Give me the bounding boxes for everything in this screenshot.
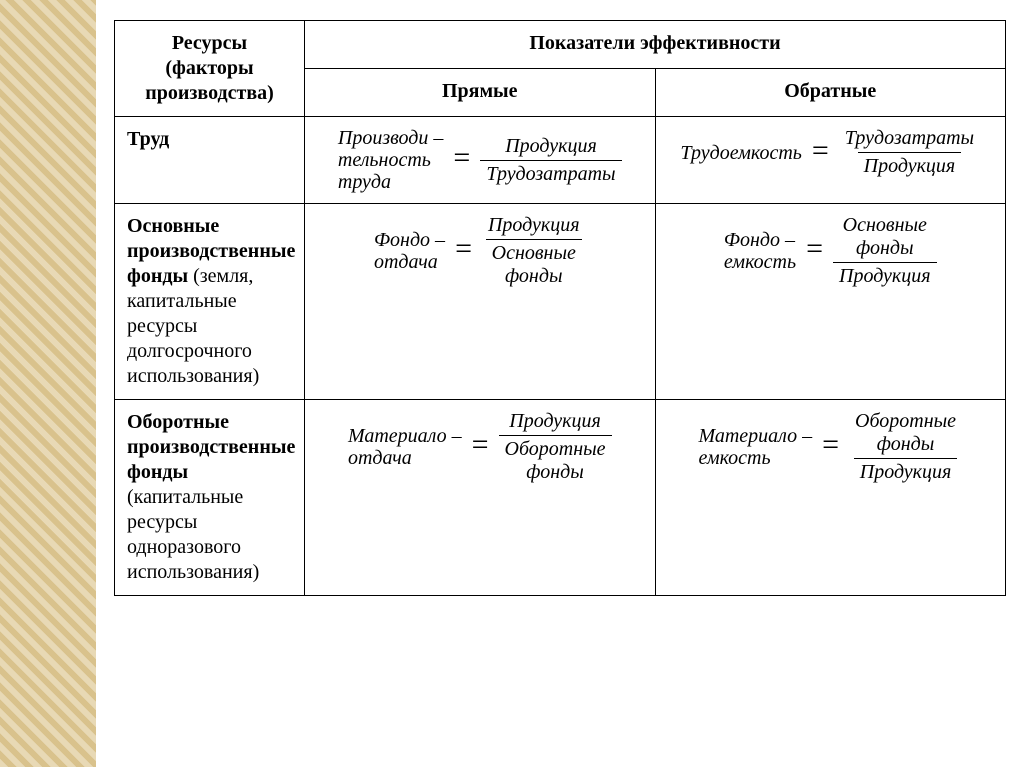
denominator: Основные фонды — [486, 239, 582, 288]
equals-sign: = — [449, 139, 474, 177]
denominator: Продукция — [858, 152, 962, 178]
formula-direct: Фондо – отдача = Продукция Основные фонд… — [305, 204, 656, 400]
formula-lhs: Материало – емкость — [698, 425, 812, 469]
fraction: Оборотные фонды Продукция — [849, 410, 962, 484]
formula-inverse: Трудоемкость = Трудозатраты Продукция — [655, 117, 1006, 204]
table-row: Труд Производи – тельность труда = Проду… — [115, 117, 1006, 204]
header-indicators: Показатели эффективности — [305, 21, 1006, 69]
efficiency-table: Ресурсы (факторы производства) Показател… — [114, 20, 1006, 596]
row-label: Труд — [115, 117, 305, 204]
fraction: Трудозатраты Продукция — [839, 127, 980, 178]
numerator: Оборотные фонды — [849, 410, 962, 458]
fraction: Продукция Оборотные фонды — [499, 410, 612, 484]
header-resources: Ресурсы (факторы производства) — [115, 21, 305, 117]
table-row: Основные производственные фонды (земля, … — [115, 204, 1006, 400]
formula-lhs: Материало – отдача — [348, 425, 462, 469]
formula-lhs: Производи – тельность труда — [338, 127, 444, 193]
formula-lhs: Фондо – емкость — [724, 229, 796, 273]
header-inverse: Обратные — [655, 69, 1006, 117]
equals-sign: = — [818, 426, 843, 464]
equals-sign: = — [451, 230, 476, 268]
header-direct: Прямые — [305, 69, 656, 117]
equals-sign: = — [808, 132, 833, 170]
denominator: Трудозатраты — [480, 160, 621, 186]
row-label-bold: Оборотные производственные фонды — [127, 411, 295, 483]
fraction: Продукция Трудозатраты — [480, 135, 621, 186]
decorative-left-border — [0, 0, 96, 767]
formula-direct: Материало – отдача = Продукция Оборотные… — [305, 400, 656, 596]
page-content: Ресурсы (факторы производства) Показател… — [96, 0, 1024, 767]
row-label-bold: Труд — [127, 128, 169, 150]
equals-sign: = — [468, 426, 493, 464]
formula-inverse: Фондо – емкость = Основные фонды Продукц… — [655, 204, 1006, 400]
denominator: Продукция — [833, 262, 937, 288]
formula-direct: Производи – тельность труда = Продукция … — [305, 117, 656, 204]
formula-lhs: Трудоемкость — [680, 142, 801, 164]
formula-lhs: Фондо – отдача — [374, 229, 445, 273]
numerator: Продукция — [503, 410, 607, 435]
equals-sign: = — [802, 230, 827, 268]
numerator: Основные фонды — [837, 214, 933, 262]
denominator: Оборотные фонды — [499, 435, 612, 484]
numerator: Продукция — [482, 214, 586, 239]
table-row: Оборотные производственные фонды (капита… — [115, 400, 1006, 596]
formula-inverse: Материало – емкость = Оборотные фонды Пр… — [655, 400, 1006, 596]
row-label-note: (капитальные ресурсы одноразового исполь… — [127, 486, 259, 583]
fraction: Продукция Основные фонды — [482, 214, 586, 288]
numerator: Трудозатраты — [839, 127, 980, 152]
denominator: Продукция — [854, 458, 958, 484]
row-label: Основные производственные фонды (земля, … — [115, 204, 305, 400]
row-label: Оборотные производственные фонды (капита… — [115, 400, 305, 596]
numerator: Продукция — [499, 135, 603, 160]
fraction: Основные фонды Продукция — [833, 214, 937, 288]
